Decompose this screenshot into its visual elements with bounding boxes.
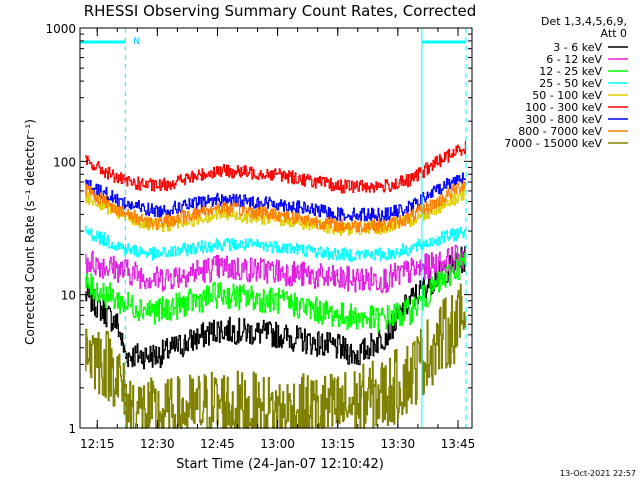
chart-title: RHESSI Observing Summary Count Rates, Co… [84, 2, 477, 20]
x-tick-label: 13:00 [260, 437, 295, 451]
series-line-5 [85, 140, 466, 194]
timestamp-label: 13-Oct-2021 22:57 [560, 469, 636, 478]
x-tick-label: 13:45 [441, 437, 476, 451]
y-tick-label: 1000 [45, 22, 76, 36]
legend-header-line: Det 1,3,4,5,6,9, [541, 15, 627, 28]
legend-label: 12 - 25 keV [539, 65, 602, 78]
x-tick-label: 13:30 [381, 437, 416, 451]
series-line-1 [85, 244, 466, 294]
y-axis-label: Corrected Count Rate (s⁻¹ detector⁻¹) [23, 119, 37, 345]
x-tick-label: 13:15 [320, 437, 355, 451]
legend-header-line: Att 0 [601, 27, 627, 40]
series-line-2 [85, 251, 466, 333]
plot-layer: N [79, 28, 467, 429]
y-tick-label: 1 [68, 422, 76, 436]
series-line-7 [85, 180, 466, 233]
legend-label: 100 - 300 keV [525, 101, 602, 114]
legend-label: 7000 - 15000 keV [504, 137, 602, 150]
x-axis-label: Start Time (24-Jan-07 12:10:42) [176, 457, 384, 472]
series-line-6 [85, 172, 466, 222]
legend-label: 300 - 800 keV [525, 113, 602, 126]
legend-label: 25 - 50 keV [539, 77, 602, 90]
plot-frame [79, 27, 473, 429]
y-tick-label: 100 [53, 155, 76, 169]
legend-label: 6 - 12 keV [546, 53, 602, 66]
legend-label: 50 - 100 keV [532, 89, 602, 102]
x-tick-label: 12:15 [80, 437, 115, 451]
axis-layer: 1 10 100 1000 12:15 12:30 12:45 13:00 13:15 13:30… [45, 22, 475, 451]
series-line-8 [85, 283, 467, 429]
legend-label: 3 - 6 keV [553, 41, 602, 54]
x-tick-label: 12:30 [140, 437, 175, 451]
saa-marker-label: N [133, 37, 140, 47]
y-tick-label: 10 [61, 289, 76, 303]
series-line-3 [85, 225, 466, 262]
x-tick-label: 12:45 [200, 437, 235, 451]
legend-label: 800 - 7000 keV [518, 125, 602, 138]
series-line-4 [85, 188, 466, 237]
